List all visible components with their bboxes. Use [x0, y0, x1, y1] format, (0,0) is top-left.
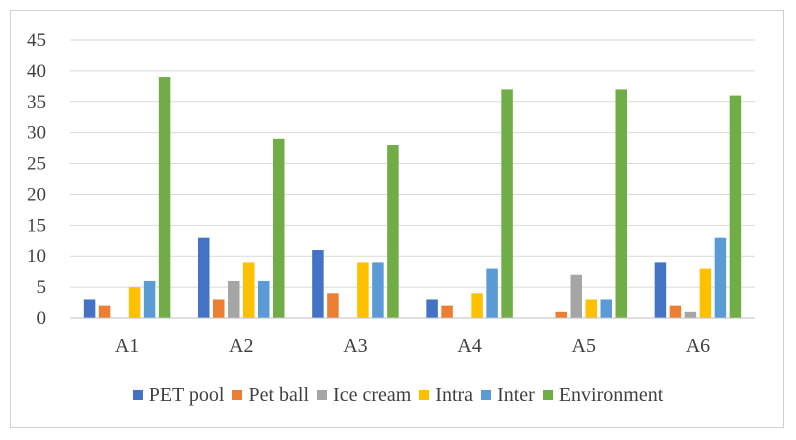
bar-intra-a2: [243, 262, 255, 318]
legend-label: Ice cream: [333, 383, 412, 406]
y-tick-label: 0: [37, 308, 47, 329]
legend-swatch: [132, 390, 143, 400]
bar-inter-a6: [714, 237, 727, 318]
bar-intra-a3: [357, 262, 369, 318]
bar-environment-a1: [158, 77, 171, 318]
bar-pet-pool-a3: [312, 250, 324, 318]
legend-swatch: [232, 390, 243, 400]
y-tick-label: 25: [27, 154, 46, 175]
bar-inter-a1: [143, 280, 156, 318]
bar-ice-cream-a5: [570, 274, 582, 318]
bar-environment-a5: [615, 89, 627, 318]
legend-label: PET pool: [148, 383, 225, 406]
x-tick-label: A6: [686, 335, 710, 357]
bar-ice-cream-a2: [228, 280, 240, 318]
legend-label: Inter: [497, 383, 535, 406]
bar-pet-ball-a6: [669, 305, 682, 318]
x-tick-label: A4: [457, 335, 481, 357]
bar-pet-pool-a2: [198, 237, 210, 318]
bar-pet-ball-a2: [213, 299, 225, 318]
bar-pet-ball-a5: [555, 311, 567, 318]
bar-pet-ball-a4: [441, 305, 453, 318]
y-tick-label: 5: [37, 277, 47, 298]
y-axis-ticks: 0 5 10 15 20 25 30 35 40 45: [27, 30, 46, 329]
legend-item: Ice cream: [317, 384, 411, 407]
y-tick-label: 30: [27, 123, 46, 144]
gridlines: [70, 39, 755, 288]
legend-swatch: [542, 390, 553, 400]
bar-intra-a5: [585, 299, 597, 318]
bar-pet-pool-a6: [654, 262, 667, 318]
bar-environment-a2: [273, 138, 285, 318]
bar-intra-a6: [699, 268, 712, 318]
x-tick-label: A3: [343, 335, 367, 357]
legend-item: Inter: [481, 384, 535, 407]
x-tick-label: A1: [115, 335, 139, 357]
y-tick-label: 35: [27, 92, 46, 113]
legend-label: Environment: [558, 383, 664, 406]
bar-environment-a6: [729, 95, 742, 318]
bar-inter-a4: [486, 268, 498, 318]
x-axis-ticks: A1 A2 A3 A4 A5 A6: [115, 335, 710, 357]
x-tick-label: A5: [572, 335, 596, 357]
bar-intra-a4: [471, 293, 483, 318]
bar-pet-ball-a1: [98, 305, 111, 318]
bar-inter-a2: [258, 280, 270, 318]
bar-pet-pool-a4: [426, 299, 438, 318]
legend-item: PET pool: [132, 383, 225, 407]
legend-label: Pet ball: [248, 383, 310, 406]
legend-item: Pet ball: [232, 384, 309, 407]
legend-item: Intra: [419, 384, 473, 407]
y-tick-label: 20: [27, 184, 46, 205]
legend-swatch: [317, 390, 328, 400]
legend-item: Environment: [542, 383, 664, 407]
legend-swatch: [481, 390, 492, 400]
bar-inter-a3: [372, 262, 384, 318]
y-tick-label: 45: [27, 30, 46, 51]
bar-ice-cream-a6: [684, 311, 697, 318]
bars: [83, 77, 742, 318]
y-tick-label: 40: [27, 61, 46, 82]
legend-label: Intra: [435, 383, 474, 406]
bar-pet-ball-a3: [327, 293, 339, 318]
y-tick-label: 10: [27, 246, 46, 267]
bar-pet-pool-a1: [83, 299, 96, 318]
y-tick-label: 15: [27, 215, 46, 236]
bar-environment-a4: [501, 89, 513, 318]
bar-intra-a1: [128, 287, 141, 318]
bar-environment-a3: [387, 145, 399, 318]
legend: PET pool Pet ball Ice cream Intra Inter Envir…: [0, 380, 796, 410]
x-tick-label: A2: [229, 335, 253, 357]
legend-swatch: [419, 390, 430, 400]
bar-inter-a5: [600, 299, 612, 318]
